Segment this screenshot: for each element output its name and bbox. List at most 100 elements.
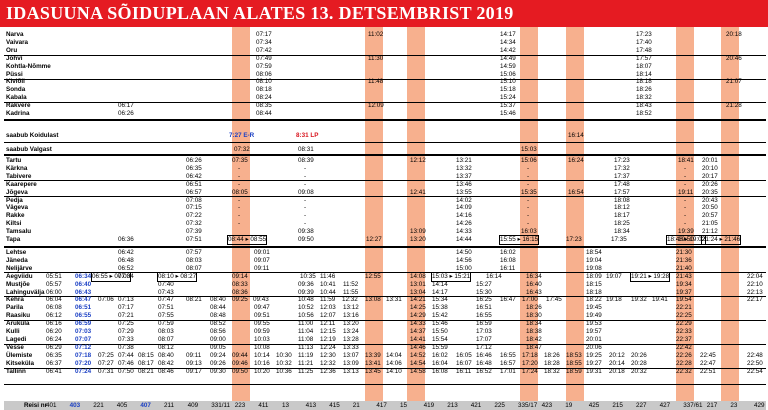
time-cell: 14:58: [410, 367, 426, 375]
station-label: Vaivara: [6, 38, 29, 46]
time-cell: 15:55 ▸ 16:15: [498, 235, 540, 245]
time-cell: 16:05: [456, 351, 472, 359]
time-cell: -: [238, 220, 241, 228]
time-cell: 14:49: [500, 54, 516, 62]
time-cell: 08:03: [158, 328, 174, 335]
time-cell: 07:35: [232, 157, 248, 164]
time-cell: 19:21 ▸ 19:28: [629, 271, 671, 282]
station-label: Tartu: [6, 157, 22, 164]
time-cell: 22:42: [676, 343, 692, 351]
time-cell: 12:27: [366, 236, 382, 243]
time-cell: 15:42: [432, 312, 448, 320]
station-label: Kohtla-Nõmme: [6, 62, 51, 70]
time-cell: 07:49: [256, 54, 272, 62]
time-cell: 14:41: [410, 335, 426, 343]
station-label: Vägeva: [6, 204, 29, 212]
time-cell: 21:43: [676, 272, 692, 280]
trip-number-row: [4, 401, 766, 410]
trip-number-label: Reisi nr: [24, 402, 48, 409]
time-cell: 17:37: [614, 172, 630, 180]
time-cell: 09:17: [186, 367, 202, 375]
time-cell: 15:46: [432, 320, 448, 328]
time-cell: 18:15: [586, 280, 602, 288]
time-cell: 09:30: [210, 367, 226, 375]
time-cell: 08:48: [210, 312, 226, 320]
time-cell: 11:13: [298, 343, 314, 351]
time-cell: 16:14: [486, 272, 502, 280]
time-cell: 14:42: [500, 46, 516, 54]
trip-number: 21: [352, 402, 360, 409]
time-cell: 16:59: [476, 320, 492, 328]
time-cell: 18:30: [526, 312, 542, 320]
time-cell: 10:30: [276, 351, 292, 359]
time-cell: 07:03: [75, 328, 92, 335]
row-divider: [4, 142, 766, 143]
time-cell: 15:35: [521, 188, 537, 196]
time-cell: 08:12: [158, 343, 174, 351]
time-cell: 09:05: [210, 343, 226, 351]
time-cell: 13:16: [343, 312, 359, 320]
time-cell: 11:25: [298, 367, 314, 375]
time-cell: 15:18: [500, 86, 516, 94]
time-cell: 10:35: [300, 272, 316, 280]
time-cell: 15:46: [500, 110, 516, 117]
time-cell: 17:45: [546, 296, 562, 304]
time-cell: 14:17: [500, 31, 516, 38]
time-cell: 21:05: [702, 220, 718, 228]
time-cell: 11:21: [298, 359, 314, 367]
time-cell: 20:14: [609, 359, 625, 367]
time-cell: 14:46: [410, 343, 426, 351]
time-cell: 09:59: [254, 328, 270, 335]
time-cell: 13:13: [343, 367, 359, 375]
time-cell: 20:01: [586, 335, 602, 343]
station-label: Mustjõe: [6, 280, 30, 288]
row-divider: [4, 180, 766, 181]
time-cell: 14:06: [386, 359, 402, 367]
time-cell: 08:07: [158, 335, 174, 343]
time-cell: -: [527, 180, 530, 188]
time-cell: 21:40: [676, 264, 692, 272]
time-cell: 21:36: [676, 256, 692, 264]
row-divider: [4, 246, 766, 248]
time-cell: 17:23: [566, 236, 582, 243]
time-cell: 16:40: [526, 280, 542, 288]
time-cell: 18:34: [614, 228, 630, 236]
time-cell: 19:11: [678, 188, 694, 196]
time-cell: 11:48: [368, 78, 384, 86]
time-cell: 12:07: [320, 312, 336, 320]
time-cell: 18:48 ▸ 19:02: [665, 235, 707, 245]
time-cell: 22:26: [676, 351, 692, 359]
time-cell: 17:01: [500, 367, 516, 375]
time-cell: 14:44: [456, 236, 472, 243]
time-cell: 07:34: [256, 38, 272, 46]
trip-number: 427: [659, 402, 671, 409]
time-cell: 14:29: [410, 312, 426, 320]
station-label: Kehra: [6, 296, 24, 304]
time-cell: 06:48: [118, 256, 134, 264]
trip-number: 335/17: [518, 402, 538, 409]
time-cell: 22:54: [747, 367, 763, 375]
station-label: Tabivere: [6, 172, 32, 180]
time-cell: 12:03: [320, 304, 336, 312]
time-cell: 14:34: [500, 38, 516, 46]
time-cell: 11:00: [298, 320, 314, 328]
time-cell: 22:21: [676, 304, 692, 312]
arrival-label: saabub Koidulast: [6, 132, 59, 139]
row-divider: [4, 296, 766, 297]
time-cell: 07:33: [118, 335, 134, 343]
time-cell: 09:46: [232, 359, 248, 367]
time-cell: 17:48: [614, 180, 630, 188]
time-cell: 18:34: [526, 320, 542, 328]
time-cell: 21:12: [702, 228, 718, 236]
time-cell: 13:01: [410, 280, 426, 288]
time-cell: 11:19: [298, 351, 314, 359]
time-cell: 17:03: [476, 328, 492, 335]
time-cell: 13:55: [456, 188, 472, 196]
time-cell: 07:13: [118, 296, 134, 304]
time-cell: 17:23: [614, 157, 630, 164]
time-cell: 06:57: [186, 188, 202, 196]
time-cell: 07:59: [158, 320, 174, 328]
time-cell: 18:26: [544, 351, 560, 359]
time-cell: 20:50: [702, 204, 718, 212]
time-cell: 07:29: [118, 328, 134, 335]
